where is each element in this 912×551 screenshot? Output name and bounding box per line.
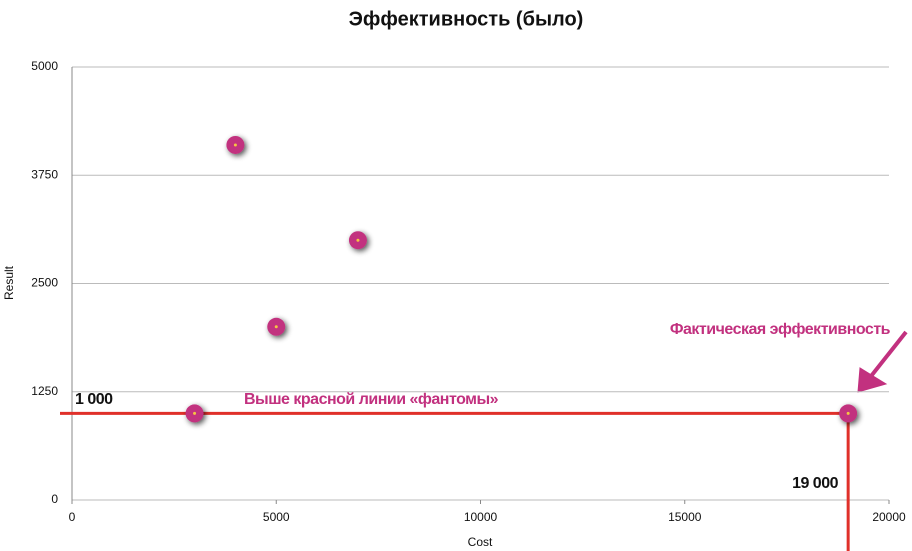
point-center — [356, 238, 360, 242]
annotation: Выше красной линии «фантомы» — [244, 391, 499, 408]
point-center — [274, 325, 278, 329]
x-tick-label: 15000 — [668, 510, 702, 524]
y-tick-label: 5000 — [31, 59, 58, 73]
y-tick-label: 3750 — [31, 167, 58, 181]
point-center — [233, 143, 237, 147]
point-center — [846, 411, 850, 415]
x-tick-label: 10000 — [464, 510, 498, 524]
x-axis-label: Cost — [468, 535, 493, 549]
annotation: 1 000 — [75, 391, 113, 408]
annotation: 19 000 — [792, 475, 839, 492]
y-axis-label: Result — [2, 265, 16, 300]
y-tick-label: 1250 — [31, 384, 58, 398]
y-tick-label: 2500 — [31, 276, 58, 290]
chart-title: Эффективность (было) — [349, 8, 584, 30]
y-tick-label: 0 — [51, 492, 58, 506]
point-center — [193, 411, 197, 415]
arrow — [857, 330, 908, 393]
annotation: Фактическая эффективность — [670, 321, 891, 338]
x-tick-label: 5000 — [263, 510, 290, 524]
x-tick-label: 0 — [69, 510, 76, 524]
x-tick-label: 20000 — [872, 510, 906, 524]
